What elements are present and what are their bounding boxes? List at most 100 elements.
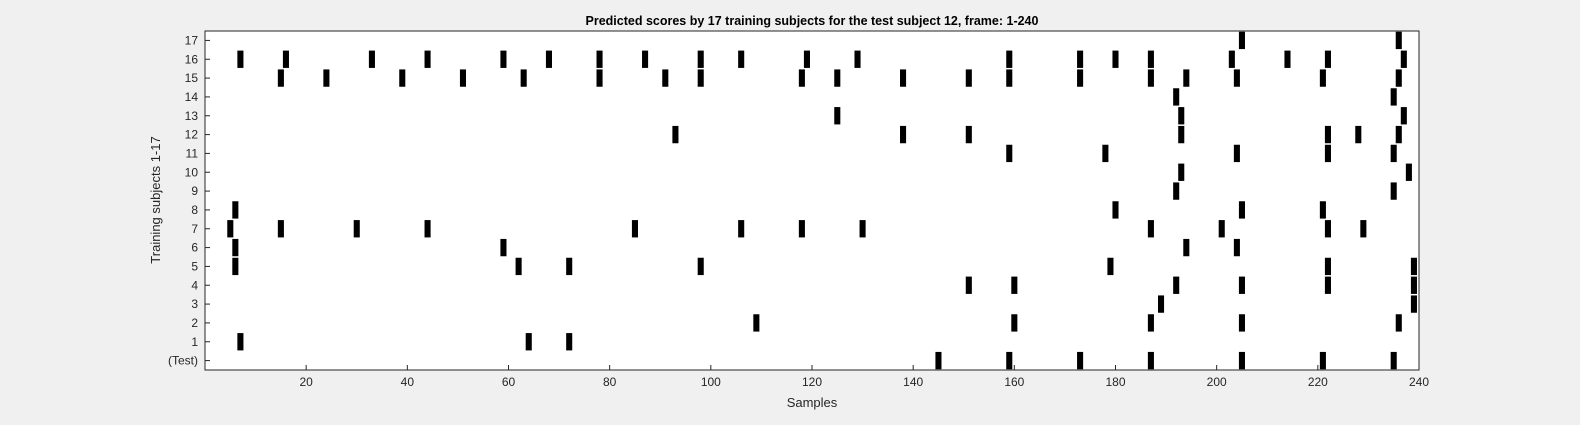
raster-mark bbox=[369, 51, 375, 68]
raster-mark bbox=[1148, 69, 1154, 86]
raster-mark bbox=[698, 51, 704, 68]
raster-mark bbox=[1396, 32, 1402, 49]
raster-mark bbox=[1401, 107, 1407, 124]
raster-mark bbox=[1239, 277, 1245, 294]
raster-mark bbox=[1158, 295, 1164, 312]
y-axis-label: Training subjects 1-17 bbox=[148, 136, 163, 263]
raster-mark bbox=[1325, 258, 1331, 275]
x-tick-label: 180 bbox=[1105, 375, 1125, 389]
raster-mark bbox=[698, 69, 704, 86]
raster-mark bbox=[799, 69, 805, 86]
x-tick-label: 100 bbox=[701, 375, 721, 389]
chart-title: Predicted scores by 17 training subjects… bbox=[586, 14, 1039, 28]
raster-mark bbox=[1229, 51, 1235, 68]
raster-mark bbox=[1239, 314, 1245, 331]
raster-mark bbox=[900, 126, 906, 143]
raster-mark bbox=[227, 220, 233, 237]
raster-mark bbox=[1239, 32, 1245, 49]
raster-mark bbox=[232, 239, 238, 256]
raster-mark bbox=[597, 51, 603, 68]
x-tick-label: 20 bbox=[299, 375, 313, 389]
x-axis-label: Samples bbox=[787, 395, 838, 410]
raster-mark bbox=[662, 69, 668, 86]
raster-mark bbox=[1234, 145, 1240, 162]
raster-mark bbox=[698, 258, 704, 275]
raster-mark bbox=[1325, 126, 1331, 143]
raster-mark bbox=[1239, 201, 1245, 218]
raster-mark bbox=[1148, 352, 1154, 369]
y-tick-label: (Test) bbox=[168, 354, 198, 368]
x-tick-label: 160 bbox=[1004, 375, 1024, 389]
raster-mark bbox=[1391, 352, 1397, 369]
raster-mark bbox=[546, 51, 552, 68]
raster-mark bbox=[566, 258, 572, 275]
raster-mark bbox=[966, 126, 972, 143]
raster-mark bbox=[1411, 277, 1417, 294]
raster-mark bbox=[1391, 182, 1397, 199]
x-tick-label: 240 bbox=[1409, 375, 1429, 389]
raster-mark bbox=[1239, 352, 1245, 369]
x-tick-label: 140 bbox=[903, 375, 923, 389]
raster-mark bbox=[1077, 69, 1083, 86]
y-tick-label: 17 bbox=[185, 33, 199, 47]
raster-mark bbox=[237, 333, 243, 350]
x-tick-label: 80 bbox=[603, 375, 617, 389]
raster-mark bbox=[1396, 126, 1402, 143]
raster-mark bbox=[1148, 220, 1154, 237]
raster-mark bbox=[278, 69, 284, 86]
raster-mark bbox=[834, 69, 840, 86]
raster-mark bbox=[521, 69, 527, 86]
raster-mark bbox=[834, 107, 840, 124]
raster-mark bbox=[500, 51, 506, 68]
raster-mark bbox=[283, 51, 289, 68]
raster-mark bbox=[1396, 69, 1402, 86]
raster-mark bbox=[232, 258, 238, 275]
raster-mark bbox=[1006, 145, 1012, 162]
raster-mark bbox=[232, 201, 238, 218]
raster-mark bbox=[1183, 239, 1189, 256]
raster-mark bbox=[935, 352, 941, 369]
y-tick-label: 16 bbox=[185, 52, 199, 66]
raster-mark bbox=[1320, 201, 1326, 218]
raster-mark bbox=[860, 220, 866, 237]
raster-mark bbox=[1411, 258, 1417, 275]
raster-mark bbox=[1178, 126, 1184, 143]
raster-mark bbox=[278, 220, 284, 237]
raster-mark bbox=[799, 220, 805, 237]
raster-mark bbox=[804, 51, 810, 68]
raster-mark bbox=[425, 51, 431, 68]
y-tick-label: 1 bbox=[191, 335, 198, 349]
raster-mark bbox=[672, 126, 678, 143]
y-tick-label: 12 bbox=[185, 128, 199, 142]
y-tick-label: 2 bbox=[191, 316, 198, 330]
raster-mark bbox=[500, 239, 506, 256]
raster-mark bbox=[1401, 51, 1407, 68]
raster-mark bbox=[1112, 51, 1118, 68]
raster-mark bbox=[1355, 126, 1361, 143]
raster-mark bbox=[1006, 69, 1012, 86]
raster-mark bbox=[1006, 51, 1012, 68]
y-tick-label: 7 bbox=[191, 222, 198, 236]
raster-mark bbox=[1173, 88, 1179, 105]
raster-mark bbox=[1325, 51, 1331, 68]
raster-mark bbox=[1234, 239, 1240, 256]
raster-mark bbox=[966, 277, 972, 294]
y-tick-label: 9 bbox=[191, 184, 198, 198]
raster-mark bbox=[1325, 277, 1331, 294]
raster-mark bbox=[354, 220, 360, 237]
raster-mark bbox=[1219, 220, 1225, 237]
raster-mark bbox=[738, 51, 744, 68]
y-tick-label: 5 bbox=[191, 259, 198, 273]
raster-mark bbox=[1011, 277, 1017, 294]
raster-mark bbox=[1173, 277, 1179, 294]
raster-mark bbox=[632, 220, 638, 237]
raster-mark bbox=[1234, 69, 1240, 86]
y-tick-label: 10 bbox=[185, 165, 199, 179]
raster-mark bbox=[323, 69, 329, 86]
raster-mark bbox=[966, 69, 972, 86]
raster-mark bbox=[1148, 314, 1154, 331]
raster-mark bbox=[1391, 88, 1397, 105]
raster-mark bbox=[753, 314, 759, 331]
